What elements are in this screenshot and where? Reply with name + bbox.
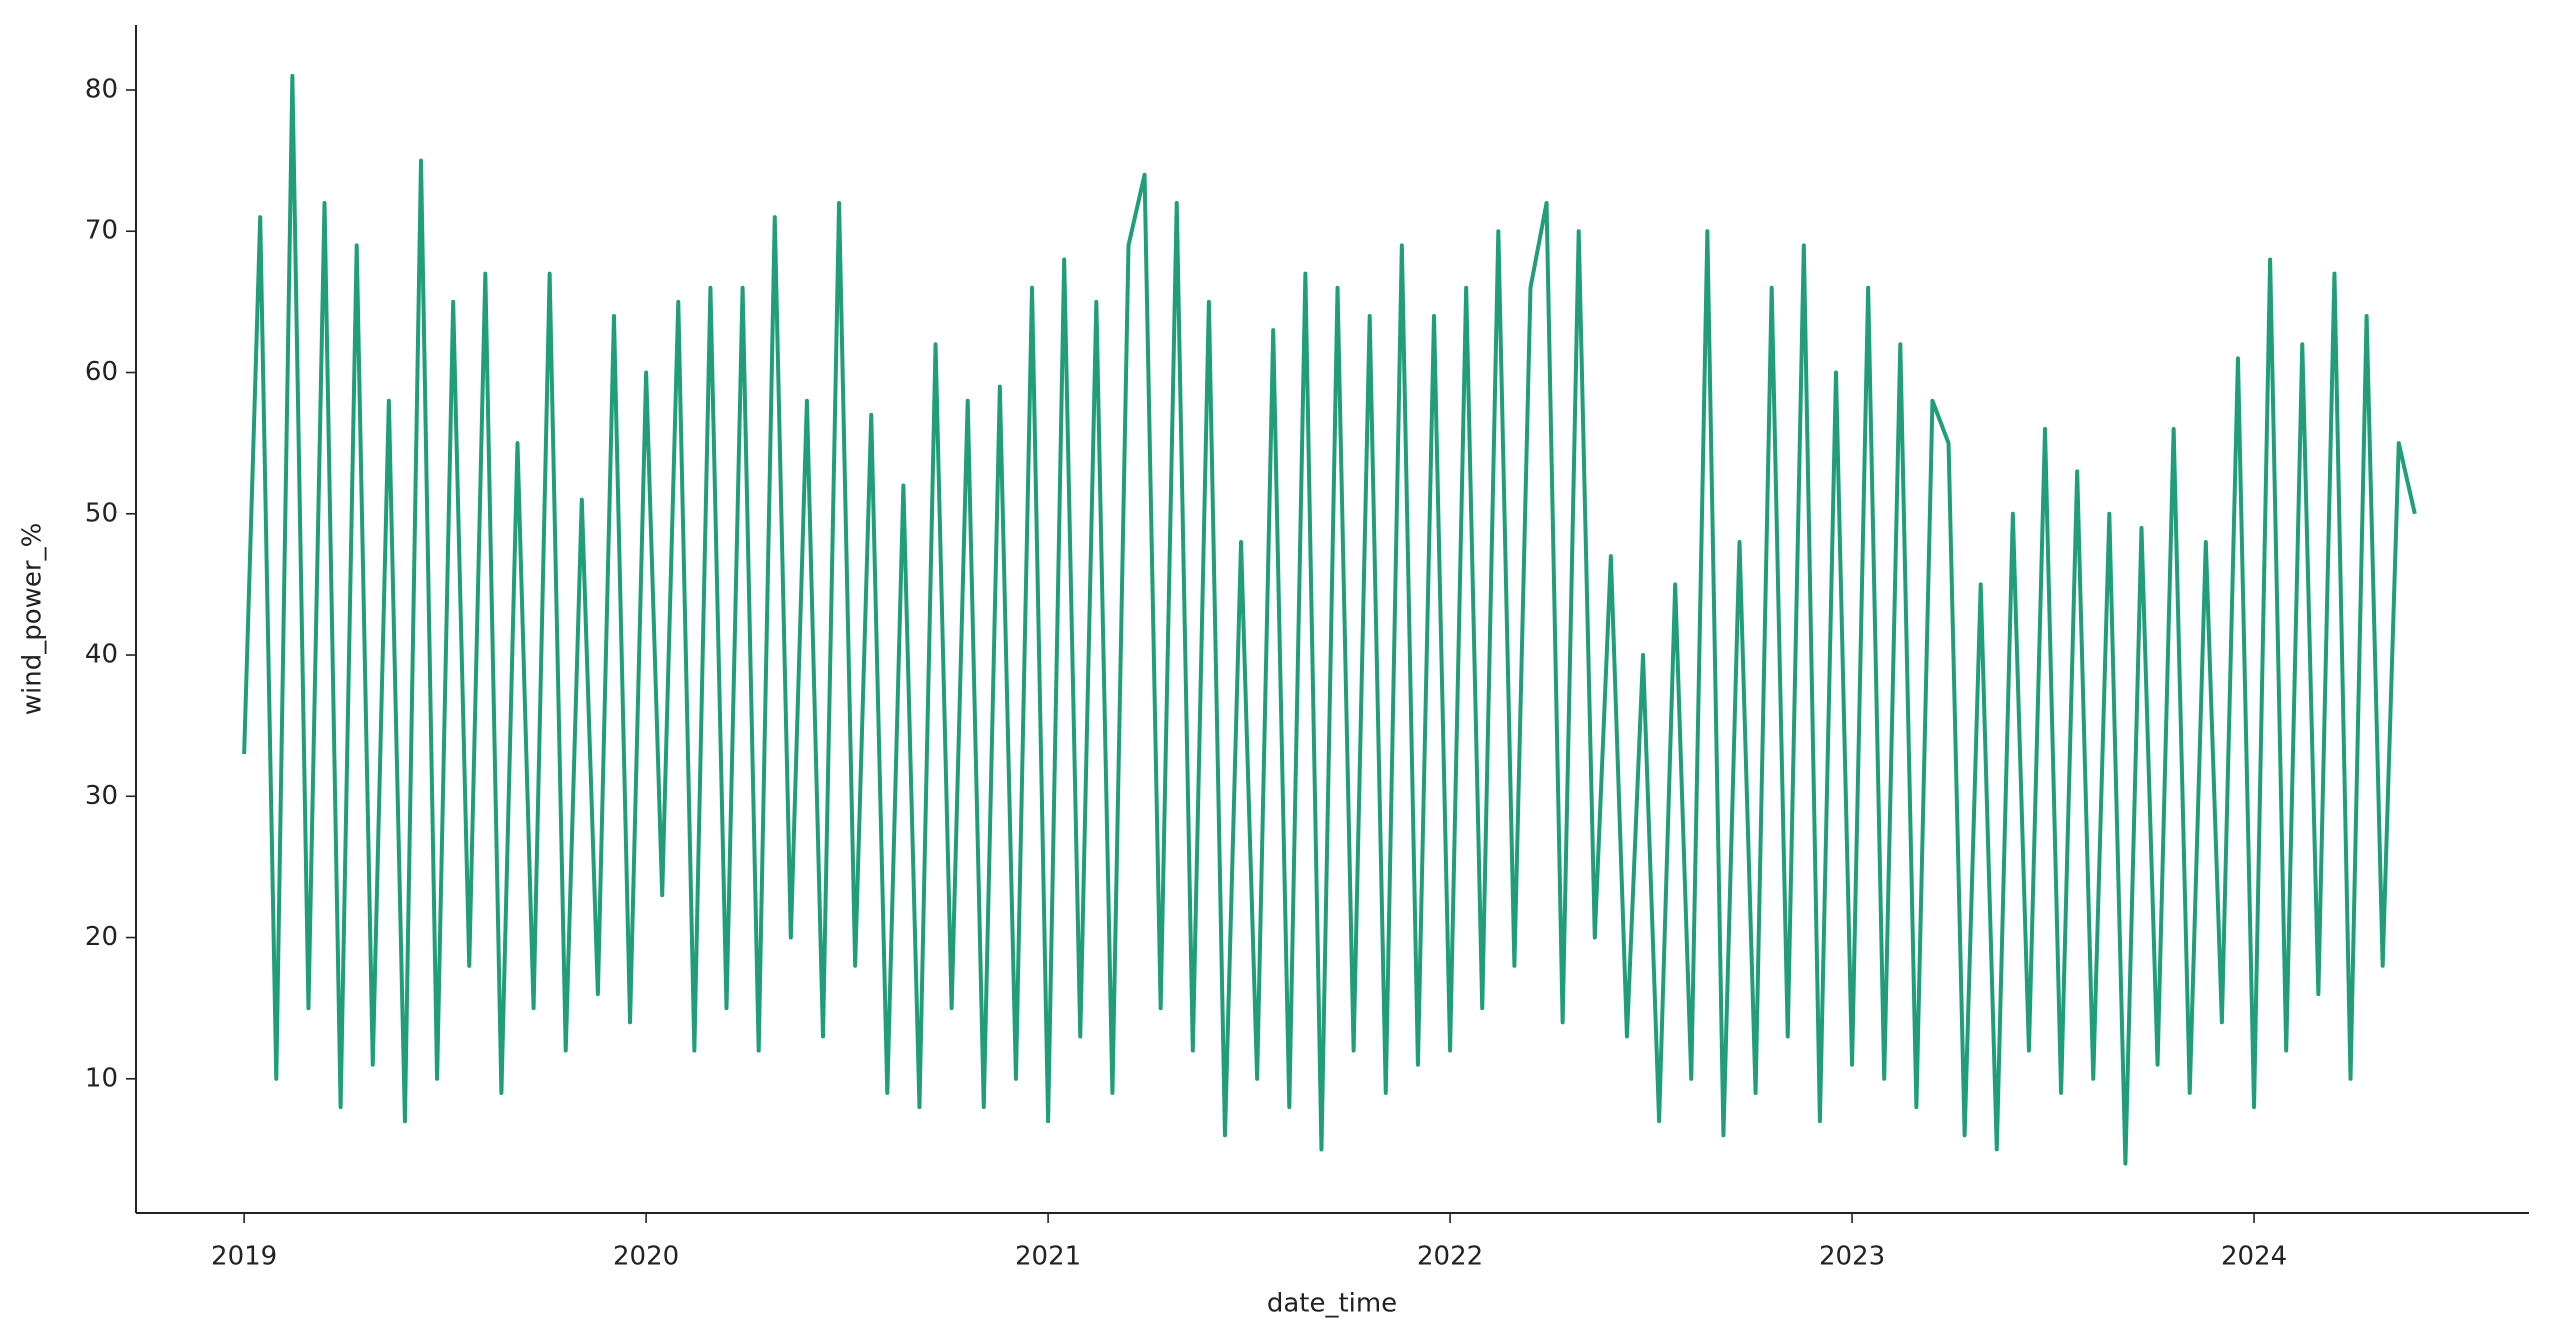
y-tick-label: 10	[85, 1063, 118, 1093]
y-tick-label: 30	[85, 781, 118, 811]
y-axis-label: wind_power_%	[18, 523, 48, 716]
x-tick-label: 2021	[1015, 1242, 1081, 1272]
x-tick-label: 2024	[2221, 1242, 2287, 1272]
y-tick-label: 80	[85, 74, 118, 104]
x-axis-label: date_time	[1267, 1289, 1397, 1319]
x-tick-label: 2023	[1819, 1242, 1885, 1272]
y-tick-label: 50	[85, 498, 118, 528]
x-tick-label: 2022	[1417, 1242, 1483, 1272]
y-tick-label: 60	[85, 357, 118, 387]
y-tick-label: 40	[85, 640, 118, 670]
x-tick-label: 2020	[613, 1242, 679, 1272]
x-tick-label: 2019	[211, 1242, 277, 1272]
y-tick-label: 20	[85, 922, 118, 952]
y-tick-label: 70	[85, 216, 118, 246]
data-line	[242, 73, 2417, 1166]
